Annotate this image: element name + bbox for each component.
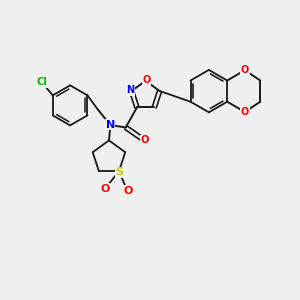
Text: O: O: [142, 75, 150, 85]
Text: O: O: [241, 107, 249, 117]
Text: N: N: [106, 120, 115, 130]
Text: S: S: [116, 167, 124, 177]
Text: O: O: [140, 135, 148, 145]
Text: O: O: [100, 184, 110, 194]
Text: N: N: [126, 85, 134, 95]
Text: O: O: [241, 65, 249, 75]
Text: O: O: [123, 186, 133, 196]
Text: Cl: Cl: [36, 77, 47, 87]
